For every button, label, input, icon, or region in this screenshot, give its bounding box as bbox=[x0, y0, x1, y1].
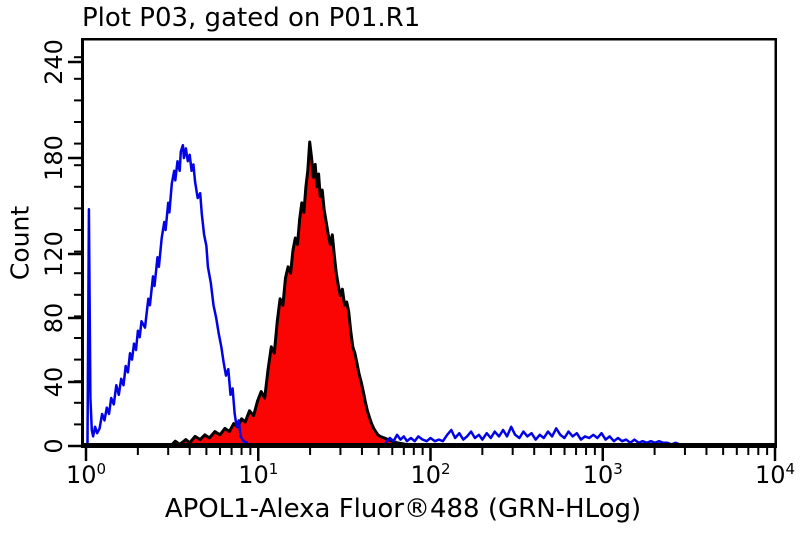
x-tick-label: 103 bbox=[582, 460, 623, 489]
plot-frame-top bbox=[81, 38, 777, 41]
x-tick-label: 101 bbox=[238, 460, 279, 489]
x-tick-label: 100 bbox=[65, 460, 107, 489]
x-tick-label: 102 bbox=[410, 460, 451, 489]
open-histogram-curve bbox=[384, 425, 681, 446]
y-tick-label: 80 bbox=[40, 302, 68, 334]
y-tick-label: 180 bbox=[40, 135, 68, 181]
y-axis-label: Count bbox=[5, 205, 35, 281]
y-tick-label: 120 bbox=[40, 231, 68, 277]
open-histogram-curve bbox=[86, 143, 249, 445]
x-tick-label: 104 bbox=[754, 460, 796, 489]
y-tick-label: 40 bbox=[40, 366, 68, 398]
x-axis-label: APOL1-Alexa Fluor®488 (GRN-HLog) bbox=[164, 494, 642, 524]
y-tick-label: 0 bbox=[40, 438, 68, 454]
x-axis-line bbox=[81, 443, 777, 448]
filled-histogram-curve bbox=[169, 140, 416, 448]
plot-title: Plot P03, gated on P01.R1 bbox=[82, 3, 421, 33]
plot-frame-right bbox=[774, 38, 777, 448]
y-tick-label: 240 bbox=[40, 39, 68, 85]
y-axis-line bbox=[81, 38, 84, 448]
